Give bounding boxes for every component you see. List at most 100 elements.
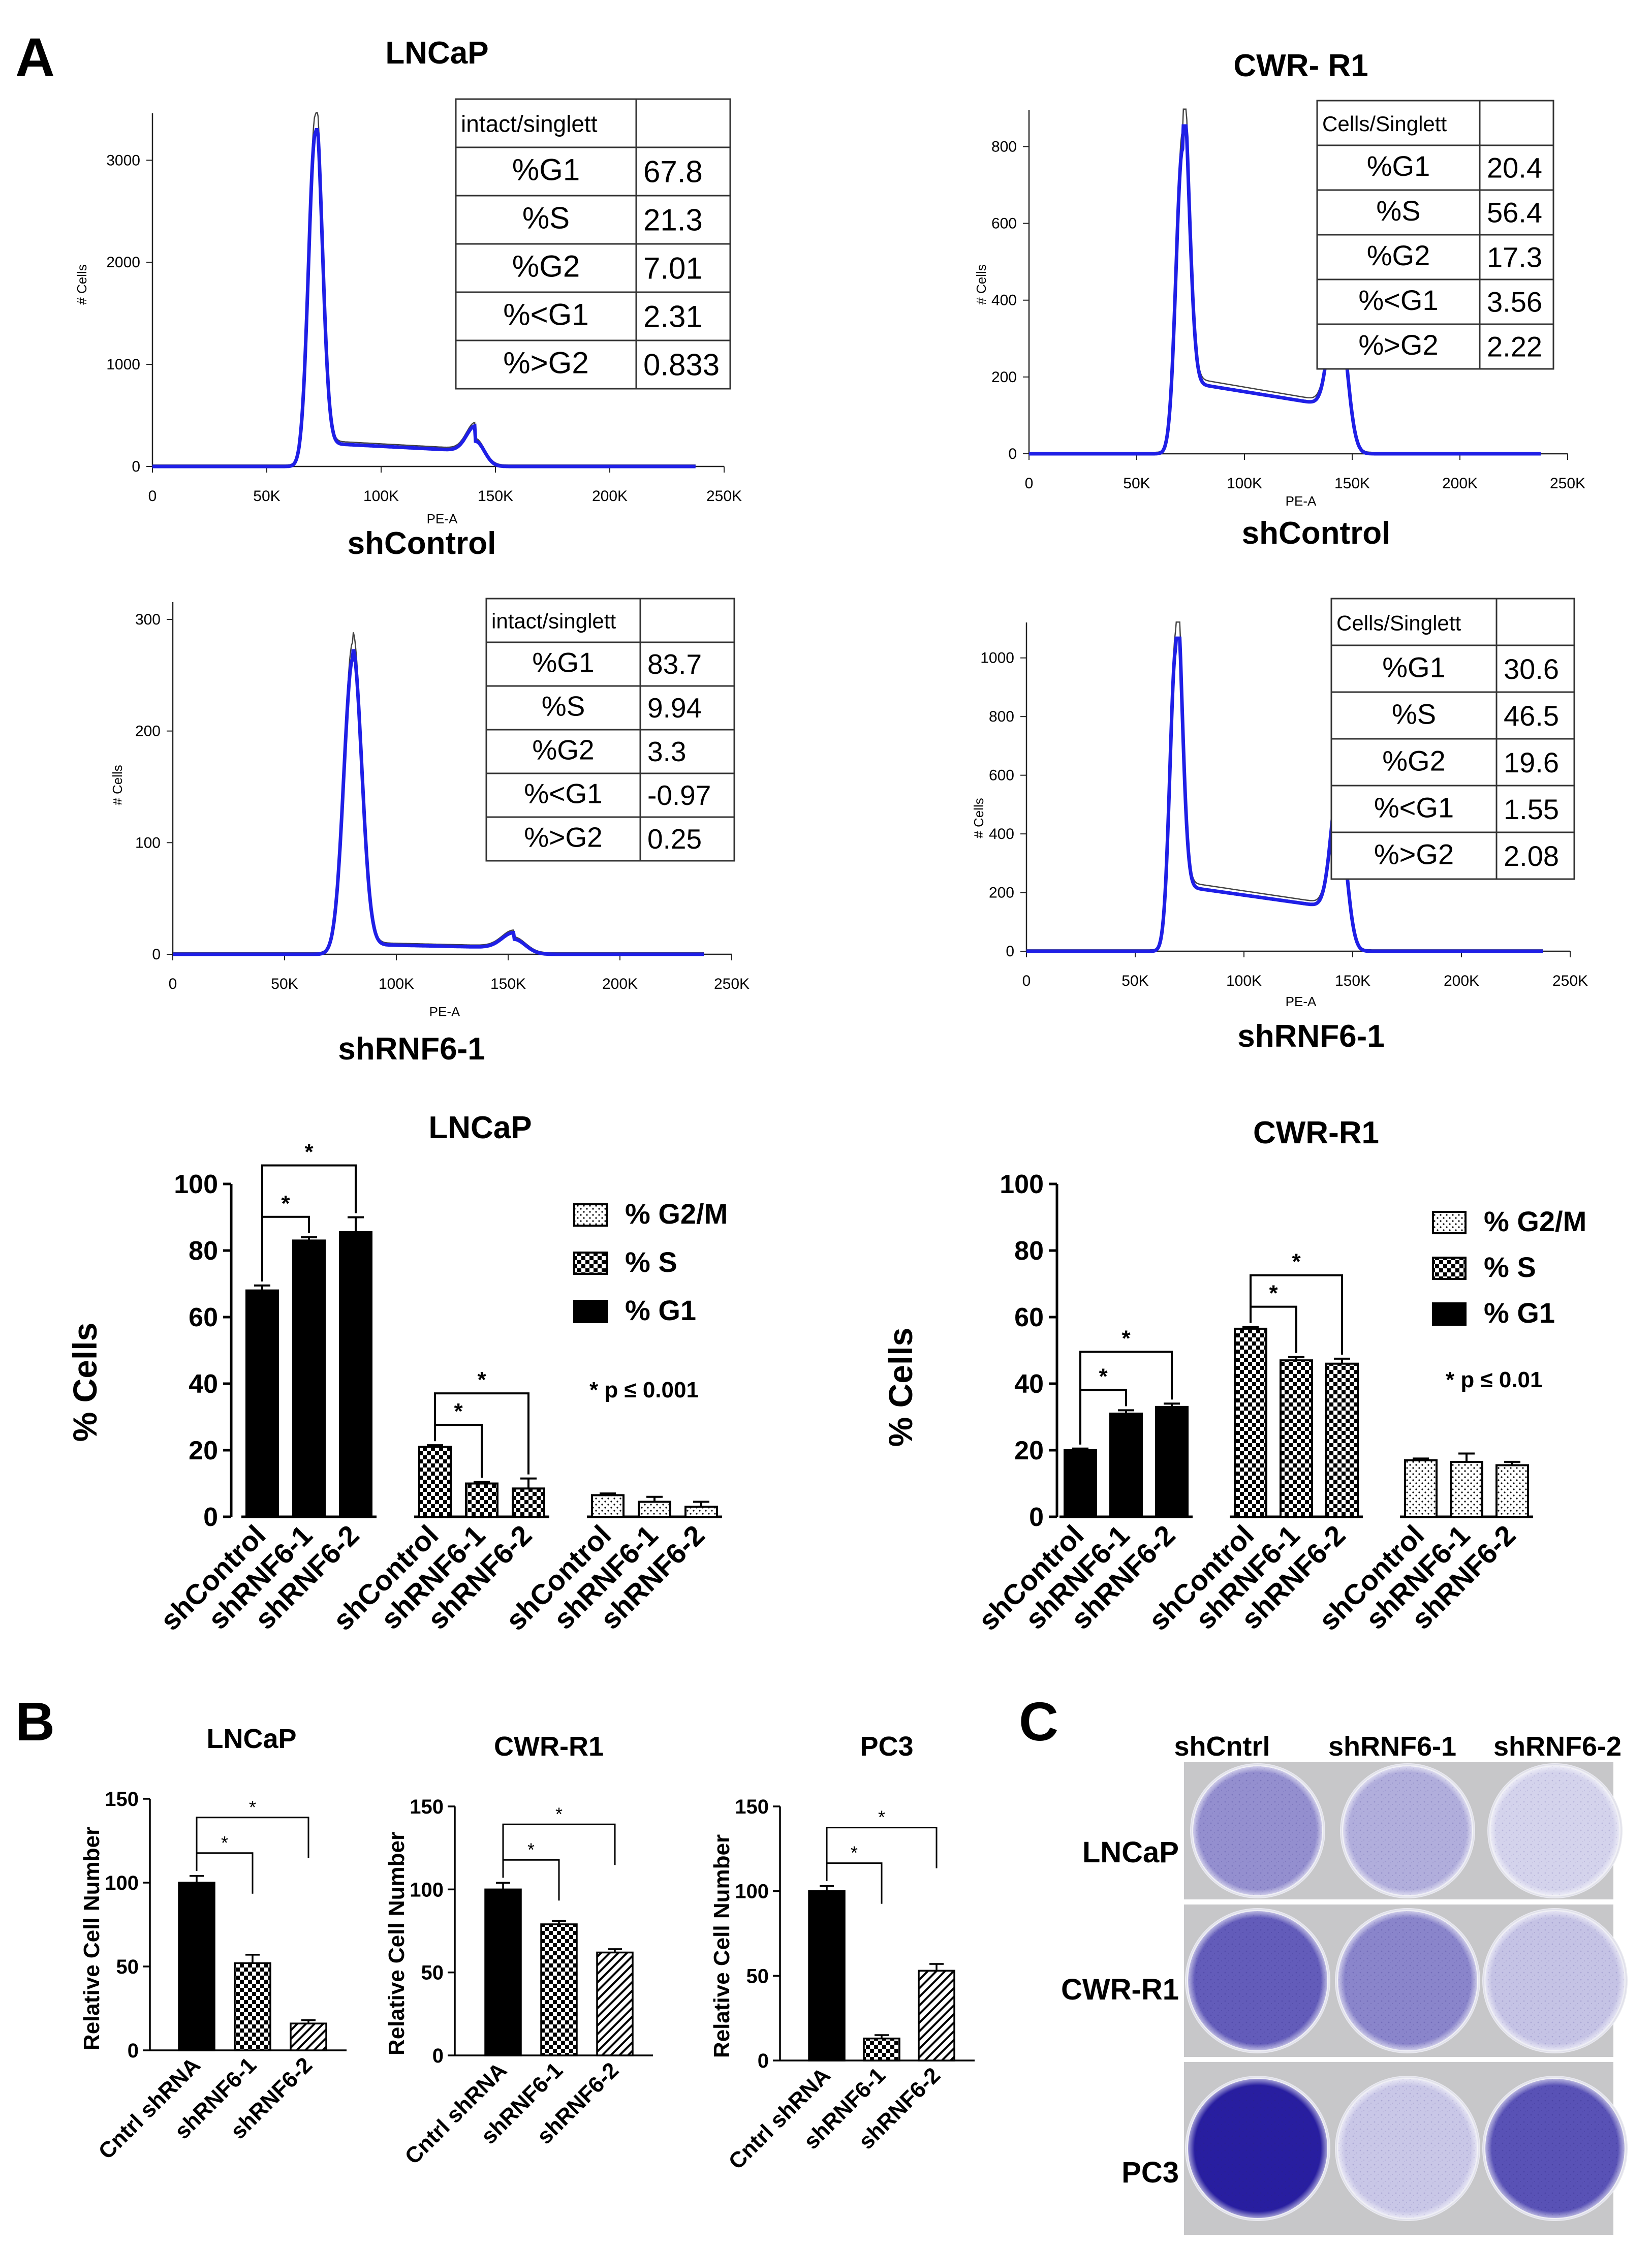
flow-y-tick-label: 0 [1006, 943, 1014, 960]
chart-y-tick-label: 80 [1014, 1236, 1044, 1266]
legend-swatch [573, 1300, 608, 1323]
stats-row-value: 2.08 [1504, 840, 1559, 872]
stats-row-label: %>G2 [524, 821, 602, 853]
stats-table-header: intact/singlett [491, 609, 616, 633]
significance-star: * [527, 1839, 535, 1860]
chart-y-label: Relative Cell Number [709, 1834, 734, 2058]
chart-y-tick-label: 50 [421, 1962, 444, 1984]
bar [465, 1482, 498, 1518]
significance-bracket [826, 1827, 938, 1881]
plate-column-label: shRNF6-2 [1493, 1731, 1622, 1762]
significance-star: * [249, 1797, 256, 1818]
stats-row-value: 3.56 [1487, 286, 1542, 318]
flow-condition-label: shControl [348, 526, 496, 561]
flow-x-axis-label: PE-A [1286, 994, 1317, 1009]
flow-trace-fit [1026, 636, 1543, 953]
chart-y-tick-label: 80 [189, 1236, 218, 1266]
flow-y-tick-label: 800 [991, 138, 1017, 155]
bar [1109, 1412, 1143, 1518]
chart-y-label: Relative Cell Number [79, 1827, 104, 2050]
proliferation-chart-cwr: CWR-R1 Relative Cell Number 050100150Cnt… [384, 1731, 653, 2169]
stats-row-label: %S [1392, 698, 1436, 730]
flow-x-tick-label: 0 [169, 976, 177, 992]
chart-annotation: * p ≤ 0.01 [1446, 1367, 1542, 1392]
flow-trace-fit [173, 649, 704, 956]
flow-x-tick-label: 0 [1025, 475, 1034, 492]
flow-y-axis-label: # Cells [74, 264, 89, 304]
bar [540, 1923, 578, 2056]
legend-swatch [1432, 1302, 1467, 1326]
flow-x-tick-label: 0 [1022, 973, 1031, 989]
chart-y-label: % Cells [882, 1328, 919, 1447]
stats-row-value: 30.6 [1504, 653, 1559, 685]
plate-well-glare [1336, 2077, 1479, 2220]
significance-bracket [196, 1817, 309, 1871]
flow-condition-label: shRNF6-1 [1237, 1019, 1384, 1054]
bar [418, 1446, 452, 1518]
chart-y-tick-label: 100 [174, 1170, 218, 1199]
flow-x-tick-label: 50K [271, 976, 298, 992]
chart-y-tick-label: 0 [128, 2040, 139, 2062]
stats-row-label: %<G1 [1374, 792, 1454, 824]
panel-label-a: A [15, 26, 55, 88]
significance-star: * [1099, 1364, 1108, 1389]
plate-well-glare [1341, 1764, 1474, 1897]
flow-x-tick-label: 100K [1227, 475, 1262, 492]
legend-label: % S [625, 1246, 677, 1278]
flow-x-tick-label: 250K [1552, 973, 1588, 989]
bar [178, 1882, 215, 2051]
chart-y-tick-label: 150 [105, 1788, 139, 1810]
flow-x-tick-label: 150K [490, 976, 526, 992]
flow-x-tick-label: 100K [363, 488, 399, 505]
flow-y-tick-label: 200 [989, 885, 1014, 901]
plate-well-glare [1488, 1764, 1622, 1897]
significance-star: * [851, 1843, 858, 1863]
stats-row-value: -0.97 [647, 779, 711, 811]
chart-y-tick-label: 100 [410, 1879, 444, 1901]
stats-row-label: %G1 [1382, 651, 1446, 683]
flow-histogram-lncap-shcontrol: LNCaP shControl PE-A # Cells 0 50K 100K 150… [74, 36, 742, 561]
panel-label-b: B [15, 1691, 55, 1752]
significance-bracket [1079, 1351, 1173, 1445]
stats-row-value: 56.4 [1487, 196, 1542, 228]
stats-row-value: 9.94 [647, 692, 702, 724]
flow-y-tick-label: 800 [989, 708, 1014, 725]
flow-x-tick-label: 200K [1444, 973, 1479, 989]
stats-row-value: 46.5 [1504, 700, 1559, 732]
stats-row-label: %S [522, 201, 570, 235]
legend-swatch [1432, 1211, 1467, 1234]
flow-trace-fit [152, 128, 696, 469]
stats-row-value: 2.31 [643, 299, 703, 333]
plate-well-glare [1336, 1909, 1479, 2052]
significance-bracket [434, 1392, 529, 1475]
flow-y-tick-label: 300 [135, 611, 161, 628]
stats-row-value: 0.833 [643, 348, 720, 382]
flow-x-tick-label: 200K [602, 976, 638, 992]
chart-y-tick-label: 0 [1029, 1503, 1044, 1532]
flow-y-tick-label: 200 [991, 369, 1017, 386]
proliferation-chart-pc3: PC3 Relative Cell Number 050100150Cntrl … [709, 1731, 975, 2174]
significance-star: * [281, 1191, 290, 1216]
chart-y-tick-label: 50 [746, 1965, 769, 1987]
panel-label-c: C [1019, 1691, 1058, 1752]
chart-y-tick-label: 40 [1014, 1369, 1044, 1399]
bar [808, 1890, 846, 2062]
flow-y-tick-label: 0 [152, 946, 161, 963]
proliferation-chart-lncap: LNCaP Relative Cell Number 050100150Cntr… [79, 1724, 347, 2164]
flow-y-tick-label: 2000 [106, 254, 140, 271]
chart-title: LNCaP [428, 1110, 532, 1145]
flow-x-tick-label: 0 [148, 488, 157, 505]
plate-row-label: LNCaP [1082, 1836, 1179, 1869]
plate-well-glare [1186, 1909, 1329, 2052]
flow-x-tick-label: 150K [1334, 475, 1370, 492]
legend-label: % G1 [625, 1294, 696, 1326]
flow-x-axis-label: PE-A [429, 1004, 460, 1019]
bar [918, 1970, 955, 2062]
bar [1404, 1459, 1438, 1518]
chart-y-tick-label: 100 [105, 1872, 139, 1894]
chart-y-tick-label: 60 [189, 1303, 218, 1332]
stats-row-label: %G2 [532, 734, 594, 765]
flow-trace-fit [1029, 124, 1541, 456]
stats-row-label: %<G1 [1358, 284, 1438, 316]
plate-well-glare [1483, 2077, 1627, 2220]
